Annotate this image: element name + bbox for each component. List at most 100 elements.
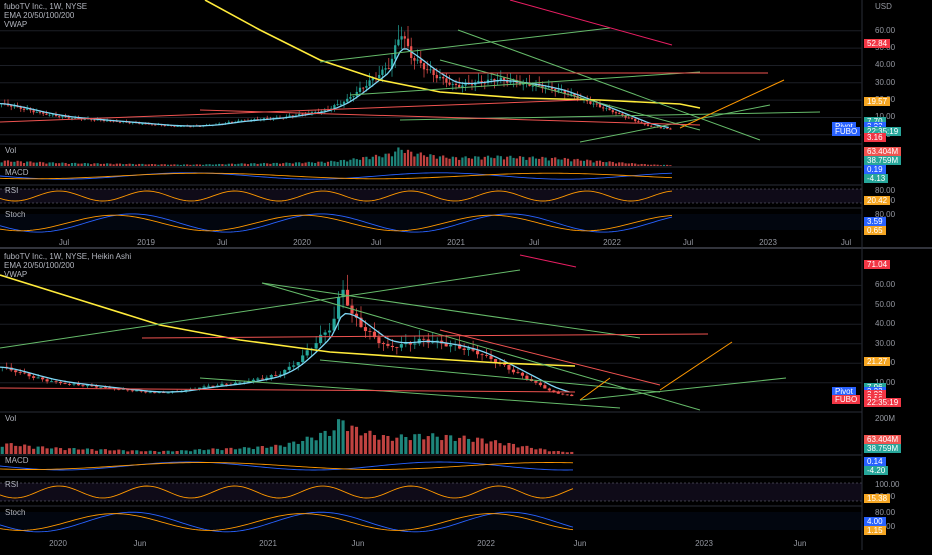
bottom-ema-fast-line xyxy=(0,312,570,393)
top_chart-side-badge: FUBO xyxy=(832,126,861,136)
bottom-candle xyxy=(319,334,323,344)
top-volume-bar xyxy=(650,164,653,166)
top-volume-bar xyxy=(237,163,240,166)
top-candle xyxy=(422,63,426,70)
bottom-volume-bar xyxy=(99,449,103,454)
bottom_chart-vol-badge: 38.759M xyxy=(864,444,902,453)
top-volume-bar xyxy=(13,161,16,166)
top-volume-bar xyxy=(381,157,384,166)
bottom-x-axis-label: 2022 xyxy=(477,539,495,548)
top-candle xyxy=(83,119,86,120)
bottom-x-axis-label: 2020 xyxy=(49,539,67,548)
top-x-axis-label: 2019 xyxy=(137,238,155,247)
top-volume-bar xyxy=(387,153,390,166)
top-candle xyxy=(227,121,230,124)
top-x-axis-label: Jul xyxy=(370,238,382,247)
bottom-candle xyxy=(565,394,569,396)
top-candle xyxy=(419,59,422,64)
top-candle xyxy=(659,127,662,129)
top-x-axis-label: 2021 xyxy=(447,238,465,247)
bottom-volume-bar xyxy=(274,444,278,454)
bottom-volume-bar xyxy=(471,441,475,454)
top-volume-bar xyxy=(662,164,666,166)
bottom-candle xyxy=(511,369,516,373)
top-x-axis-label: Jul xyxy=(216,238,228,247)
bottom-rsi-label: RSI xyxy=(5,480,19,489)
top-candle xyxy=(541,85,544,89)
bottom-candle xyxy=(552,390,556,392)
bottom-candle xyxy=(381,343,385,345)
bottom-volume-bar xyxy=(480,438,484,454)
bottom-volume-bar xyxy=(498,443,502,454)
bottom-volume-bar xyxy=(305,436,309,454)
top-volume-bar xyxy=(422,155,426,166)
top-candle xyxy=(662,128,666,130)
top-candle xyxy=(29,108,32,111)
top-volume-bar xyxy=(106,163,109,166)
top-candle xyxy=(336,104,339,106)
top-candle xyxy=(240,120,243,122)
bottom-candle xyxy=(390,345,394,348)
bottom-candle xyxy=(507,365,511,370)
top_chart-price-badge: 3.16 xyxy=(864,132,886,142)
bottom_chart-price-tick: 60.00 xyxy=(875,280,896,290)
top-candle xyxy=(13,106,16,108)
top-candle xyxy=(438,77,442,79)
top-candle xyxy=(557,89,560,92)
bottom_chart-stoch-badge: 1.15 xyxy=(864,526,886,535)
bottom-candle xyxy=(471,348,475,351)
bottom_chart-price-badge: 21.27 xyxy=(864,356,891,366)
bottom-volume-bar xyxy=(422,439,426,454)
bottom-candle xyxy=(363,327,368,332)
bottom-volume-bar xyxy=(278,445,282,454)
top-volume-bar xyxy=(77,163,80,166)
top-volume-bar xyxy=(109,163,112,166)
top_chart-price-tick: 60.00 xyxy=(875,25,896,35)
top-candle xyxy=(349,96,352,99)
top-candle xyxy=(74,117,77,119)
bottom-volume-bar xyxy=(449,435,453,454)
top-candle xyxy=(358,87,362,92)
top-candle xyxy=(362,87,365,89)
bottom-candle xyxy=(561,393,565,395)
top-volume-bar xyxy=(432,155,435,166)
top-candle xyxy=(605,108,608,110)
bottom-volume-bar xyxy=(67,448,72,454)
top-volume-bar xyxy=(211,164,214,166)
bottom-volume-bar xyxy=(543,449,547,454)
bottom-candle xyxy=(76,383,81,386)
bottom-candle xyxy=(162,392,166,394)
top-volume-bar xyxy=(330,160,333,166)
bottom-volume-bar xyxy=(283,446,287,454)
top-candle xyxy=(458,84,461,88)
top-candle xyxy=(416,59,419,61)
bottom-candle xyxy=(144,391,148,393)
bottom-macd-line xyxy=(0,461,574,471)
top-volume-bar xyxy=(182,164,186,166)
top-volume-bar xyxy=(435,158,438,166)
bottom-candle xyxy=(449,344,453,347)
top-volume-bar xyxy=(640,163,643,166)
bottom-volume-bar xyxy=(265,447,269,454)
top-stoch-d xyxy=(0,214,673,232)
bottom-volume-bar xyxy=(85,448,90,454)
bottom-volume-bar xyxy=(54,447,58,454)
bottom-volume-bar xyxy=(484,443,489,454)
top-candle xyxy=(26,108,29,110)
top-volume-bar xyxy=(528,157,531,166)
bottom-candle xyxy=(18,372,22,373)
bottom-volume-bar xyxy=(368,430,372,454)
top-candle xyxy=(262,118,266,120)
bottom_chart-side-badge: FUBO xyxy=(832,395,861,405)
top-volume-bar xyxy=(179,164,182,166)
top-volume-bar xyxy=(506,156,509,166)
top-volume-bar xyxy=(16,160,19,166)
top-x-axis-label: Jul xyxy=(840,238,852,247)
bottom-candle xyxy=(534,381,538,383)
top-volume-bar xyxy=(22,162,26,166)
top-volume-bar xyxy=(349,159,352,166)
bottom-volume-bar xyxy=(287,442,291,454)
top-candle xyxy=(310,112,314,114)
top-candle xyxy=(314,112,317,113)
